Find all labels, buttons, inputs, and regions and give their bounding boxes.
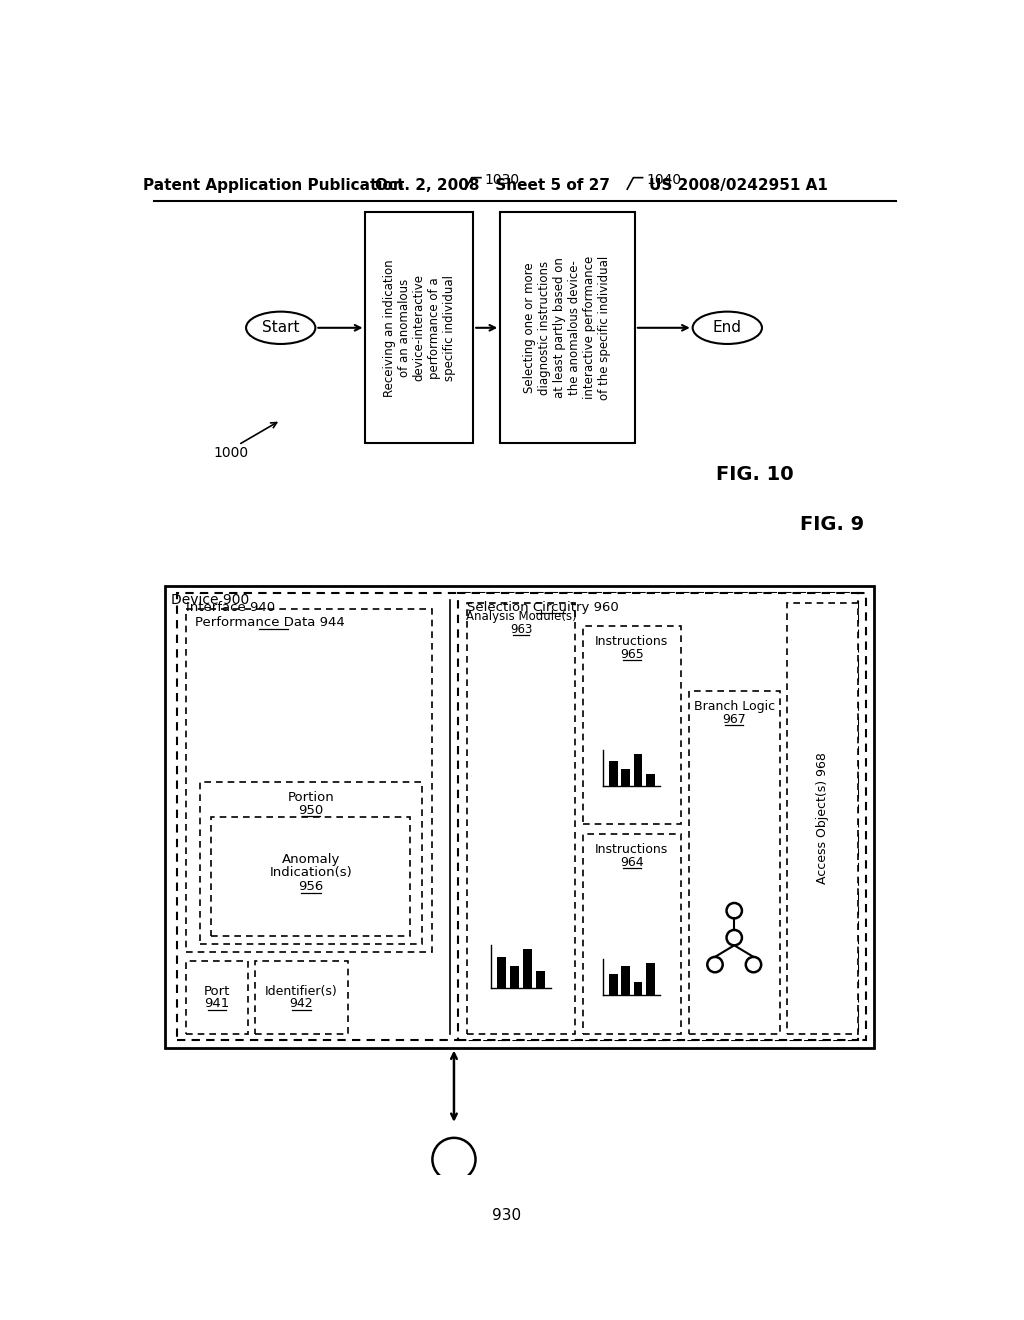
Bar (366, 213, 473, 444)
Bar (200, 781, 422, 944)
Bar (497, 957, 506, 987)
Text: Indication(s): Indication(s) (269, 866, 352, 879)
Text: Receiving an indication
of an anomalous
device-interactive
performance of a
spec: Receiving an indication of an anomalous … (383, 259, 456, 396)
Text: 963: 963 (510, 623, 532, 636)
Text: 942: 942 (290, 998, 313, 1010)
Bar (583, 834, 681, 1034)
Text: Patent Application Publication: Patent Application Publication (142, 178, 403, 193)
Bar (622, 966, 630, 995)
Bar (186, 609, 432, 952)
Ellipse shape (426, 1188, 481, 1230)
Bar (177, 594, 866, 1040)
Text: Anomaly: Anomaly (282, 853, 340, 866)
Text: US 2008/0242951 A1: US 2008/0242951 A1 (649, 178, 828, 193)
Bar (787, 603, 858, 1034)
Bar (186, 961, 248, 1034)
Text: Port: Port (204, 985, 230, 998)
Text: Instructions: Instructions (595, 842, 669, 855)
Text: FIG. 10: FIG. 10 (716, 465, 794, 483)
Bar (646, 964, 654, 995)
Text: 1000: 1000 (214, 446, 249, 459)
Bar (646, 774, 654, 785)
Text: Selecting one or more
diagnostic instructions
at least partly based on
the anoma: Selecting one or more diagnostic instruc… (523, 256, 611, 400)
Text: Interface 940: Interface 940 (186, 601, 275, 614)
Bar (510, 966, 519, 987)
Ellipse shape (692, 312, 762, 345)
Bar (583, 626, 681, 825)
Text: 964: 964 (620, 855, 644, 869)
Text: 965: 965 (620, 648, 644, 661)
Bar (689, 692, 779, 1034)
FancyBboxPatch shape (441, 1200, 467, 1218)
Ellipse shape (246, 312, 315, 345)
Bar (536, 970, 545, 987)
Text: Start: Start (262, 321, 299, 335)
Bar (609, 762, 617, 785)
Bar (467, 603, 574, 1034)
Text: Branch Logic: Branch Logic (693, 700, 775, 713)
Text: 941: 941 (204, 998, 229, 1010)
Bar (255, 961, 348, 1034)
Text: 950: 950 (298, 804, 324, 817)
Text: Oct. 2, 2008   Sheet 5 of 27: Oct. 2, 2008 Sheet 5 of 27 (375, 178, 610, 193)
Text: 930: 930 (493, 1208, 521, 1224)
Bar (458, 594, 858, 1040)
Text: Device 900: Device 900 (171, 593, 250, 607)
Text: Access Object(s) 968: Access Object(s) 968 (816, 752, 829, 884)
Text: 967: 967 (722, 713, 746, 726)
Text: Identifier(s): Identifier(s) (265, 985, 338, 998)
Bar (634, 982, 642, 995)
Text: End: End (713, 321, 741, 335)
Bar (211, 817, 410, 936)
Text: Instructions: Instructions (595, 635, 669, 648)
Text: FIG. 9: FIG. 9 (801, 515, 864, 533)
Bar (500, 213, 635, 444)
Text: Portion: Portion (288, 791, 334, 804)
Text: Analysis Module(s): Analysis Module(s) (466, 610, 577, 623)
Bar (609, 974, 617, 995)
Bar (634, 754, 642, 785)
Bar (165, 586, 873, 1048)
Bar (622, 770, 630, 785)
Text: 1040: 1040 (646, 173, 682, 187)
Text: Selection Circuitry 960: Selection Circuitry 960 (467, 601, 618, 614)
Text: 1030: 1030 (484, 173, 520, 187)
Bar (523, 949, 532, 987)
Text: Performance Data 944: Performance Data 944 (196, 616, 345, 630)
Text: 956: 956 (298, 880, 324, 894)
